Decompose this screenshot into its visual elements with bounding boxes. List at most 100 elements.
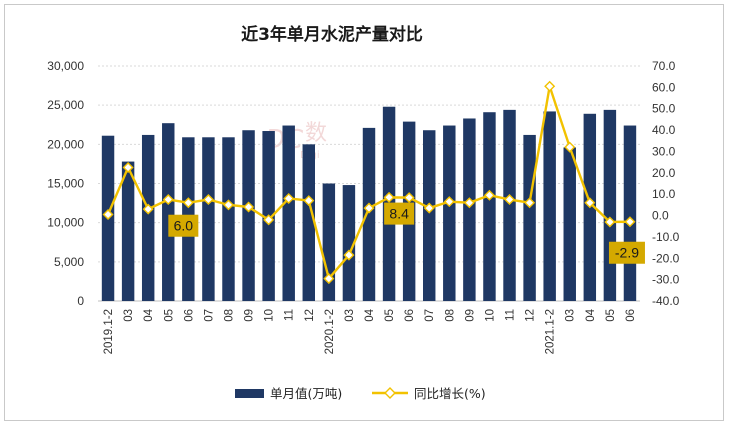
callout-box bbox=[168, 214, 199, 237]
y-left-tick-label: 15,000 bbox=[47, 177, 84, 191]
bar bbox=[362, 127, 376, 301]
line-point bbox=[102, 208, 114, 220]
line-point bbox=[504, 194, 516, 206]
line-point bbox=[604, 216, 616, 228]
y-right-tick-label: -30.0 bbox=[652, 273, 680, 287]
y-left-tick-label: 10,000 bbox=[47, 216, 84, 230]
x-tick-label: 05 bbox=[384, 309, 396, 322]
legend: 单月值(万吨) 同比增长(%) bbox=[235, 386, 486, 401]
chart-title: 近3年单月水泥产量对比 bbox=[241, 24, 423, 45]
x-tick-label: 07 bbox=[203, 309, 215, 322]
legend-bar-label: 单月值(万吨) bbox=[270, 386, 342, 401]
x-tick-label: 08 bbox=[444, 309, 456, 322]
line-point bbox=[122, 161, 134, 173]
watermark-text: 数 bbox=[305, 121, 327, 146]
x-tick-label: 03 bbox=[344, 309, 356, 322]
line-point bbox=[263, 214, 275, 226]
legend-line-label: 同比增长(%) bbox=[414, 386, 486, 401]
y-left-tick-label: 20,000 bbox=[47, 137, 84, 151]
bar bbox=[543, 111, 556, 301]
x-tick-label: 10 bbox=[264, 309, 276, 322]
bar bbox=[121, 161, 135, 301]
x-tick-label: 06 bbox=[183, 309, 195, 322]
bar bbox=[242, 130, 255, 301]
line-point bbox=[222, 199, 234, 211]
y-left-tick-label: 5,000 bbox=[54, 255, 84, 269]
line-point bbox=[323, 273, 335, 285]
x-tick-label: 07 bbox=[424, 309, 436, 322]
callout-box bbox=[608, 241, 645, 264]
x-tick-label: 11 bbox=[505, 309, 517, 321]
x-tick-label: 09 bbox=[244, 309, 256, 322]
y-right-tick-label: 0.0 bbox=[652, 209, 669, 223]
bar bbox=[342, 185, 356, 301]
bar bbox=[322, 183, 336, 301]
y-right-tick-label: -40.0 bbox=[652, 294, 680, 308]
bar bbox=[222, 137, 235, 301]
y-right-tick-label: 20.0 bbox=[652, 166, 676, 180]
x-tick-label: 04 bbox=[585, 308, 597, 321]
line-point bbox=[524, 197, 536, 209]
legend-line-marker bbox=[384, 387, 396, 399]
x-tick-label: 10 bbox=[484, 309, 496, 322]
bar bbox=[302, 144, 316, 301]
x-tick-label: 04 bbox=[364, 308, 376, 321]
callout-label: 6.0 bbox=[174, 218, 194, 234]
x-axis: 2019.1-2 03 04 05 06 07 08 09 10 11 12 2020.1-2 03 04… bbox=[103, 308, 637, 354]
bar bbox=[623, 125, 637, 302]
x-tick-label: 08 bbox=[223, 309, 235, 322]
y-right-tick-label: 60.0 bbox=[652, 80, 676, 94]
line-point bbox=[142, 203, 154, 215]
y-right-tick-label: -20.0 bbox=[652, 251, 680, 265]
y-left-tick-label: 30,000 bbox=[47, 59, 84, 73]
bar bbox=[422, 130, 436, 301]
y-left-tick-label: 25,000 bbox=[47, 98, 84, 112]
y-right-tick-label: -10.0 bbox=[652, 230, 680, 244]
line-point bbox=[303, 195, 315, 207]
line-point bbox=[584, 197, 596, 209]
line-series bbox=[102, 80, 636, 285]
x-tick-label: 06 bbox=[625, 309, 637, 322]
bar bbox=[603, 109, 617, 301]
x-tick-label: 05 bbox=[605, 309, 617, 322]
y-axis-left: 0 5,000 10,000 15,000 20,000 25,000 30,000 bbox=[47, 59, 84, 308]
bar bbox=[202, 137, 215, 301]
x-tick-label: 2021.1-2 bbox=[545, 309, 557, 354]
y-left-tick-label: 0 bbox=[77, 294, 84, 308]
bar bbox=[563, 147, 576, 301]
data-callouts: 6.0 8.4 -2.9 bbox=[168, 202, 645, 264]
line-point bbox=[243, 201, 255, 213]
line-point bbox=[283, 192, 295, 204]
line-point bbox=[343, 249, 355, 261]
x-tick-label: 04 bbox=[143, 308, 155, 321]
line-point bbox=[463, 197, 475, 209]
x-tick-label: 03 bbox=[123, 309, 135, 322]
bar bbox=[141, 134, 155, 301]
x-tick-label: 12 bbox=[525, 309, 537, 322]
x-tick-label: 2020.1-2 bbox=[324, 309, 336, 354]
line-point bbox=[182, 197, 194, 209]
line-point bbox=[383, 191, 395, 203]
bar bbox=[162, 123, 175, 301]
line-point bbox=[403, 192, 415, 204]
y-right-tick-label: 10.0 bbox=[652, 187, 676, 201]
y-right-tick-label: 40.0 bbox=[652, 123, 676, 137]
bar bbox=[483, 112, 496, 301]
bar bbox=[523, 134, 536, 301]
y-right-tick-label: 70.0 bbox=[652, 59, 676, 73]
line-point bbox=[423, 202, 435, 214]
line-point bbox=[363, 202, 375, 214]
legend-bar-swatch bbox=[235, 389, 264, 398]
x-tick-label: 09 bbox=[464, 309, 476, 322]
x-tick-label: 06 bbox=[404, 309, 416, 322]
bar bbox=[503, 109, 516, 301]
callout-label: -2.9 bbox=[615, 245, 639, 261]
line-point bbox=[202, 194, 214, 206]
line-point bbox=[443, 196, 455, 208]
line-point bbox=[483, 189, 495, 201]
line-point bbox=[162, 194, 174, 206]
callout-box bbox=[384, 202, 415, 225]
y-axis-right: -40.0 -30.0 -20.0 -10.0 0.0 10.0 20.0 30.0 40.0 5… bbox=[652, 59, 680, 308]
